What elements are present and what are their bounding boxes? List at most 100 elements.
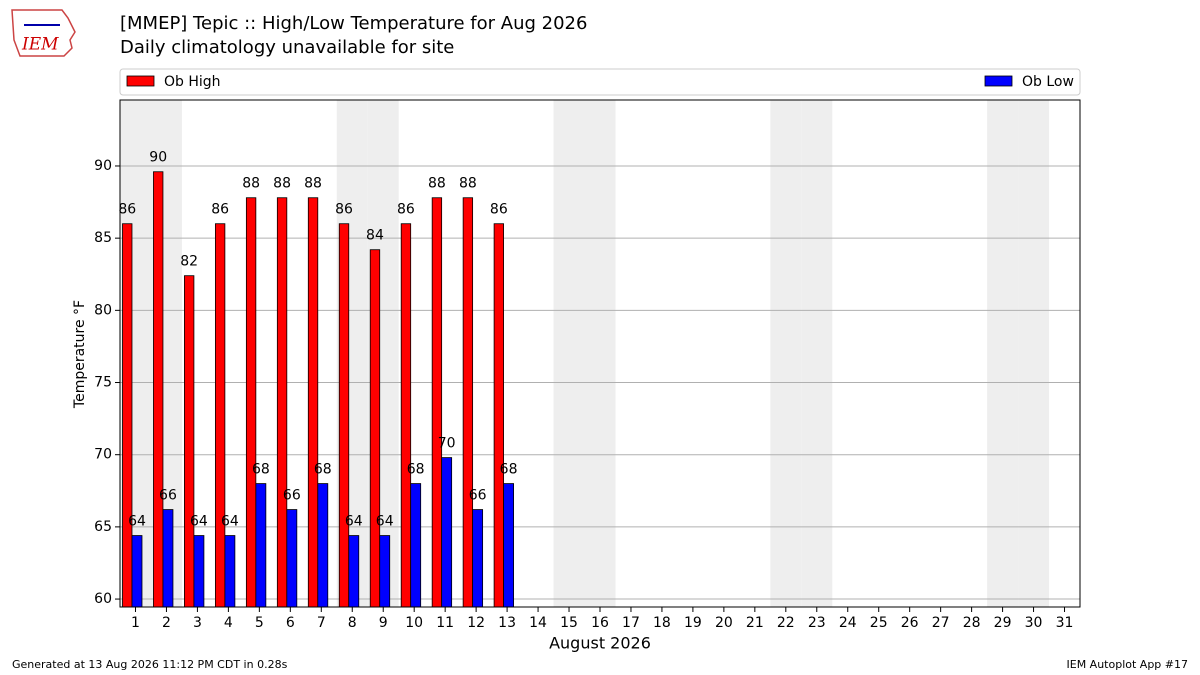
weekend-shade — [801, 100, 833, 607]
y-tick-label: 60 — [94, 591, 112, 607]
data-label: 66 — [283, 488, 301, 504]
bar — [286, 509, 298, 608]
x-tick-label: 28 — [963, 615, 981, 631]
bar — [131, 535, 143, 608]
data-label: 88 — [242, 176, 260, 192]
weekend-shade — [584, 100, 616, 607]
bar — [369, 249, 381, 608]
x-tick-label: 12 — [467, 615, 485, 631]
data-label: 88 — [304, 176, 322, 192]
x-tick-label: 24 — [839, 615, 857, 631]
chart-subtitle: Daily climatology unavailable for site — [120, 37, 454, 58]
bar — [153, 171, 164, 608]
bar — [214, 223, 226, 608]
weekend-shade — [553, 100, 585, 607]
logo-outline — [11, 9, 76, 57]
x-tick-label: 21 — [746, 615, 764, 631]
y-axis-label: Temperature °F — [72, 300, 88, 409]
x-tick-label: 16 — [591, 615, 609, 631]
bar — [317, 483, 329, 608]
data-label: 88 — [428, 176, 446, 192]
bar — [400, 223, 412, 608]
data-label: 86 — [211, 202, 229, 218]
data-label: 64 — [190, 514, 208, 530]
data-label: 66 — [159, 488, 177, 504]
data-label: 86 — [335, 202, 353, 218]
x-axis-label: August 2026 — [549, 634, 651, 653]
data-label: 68 — [407, 462, 425, 478]
bar — [255, 483, 267, 608]
x-tick-label: 18 — [653, 615, 671, 631]
logo-text: IEM — [21, 35, 59, 55]
legend-box — [119, 68, 1081, 96]
legend-swatch — [984, 75, 1013, 87]
x-tick-label: 30 — [1025, 615, 1043, 631]
bar — [410, 483, 422, 608]
data-label: 64 — [345, 514, 363, 530]
bar — [338, 223, 350, 608]
x-tick-label: 22 — [777, 615, 795, 631]
bar — [493, 223, 504, 608]
x-tick-label: 10 — [405, 615, 423, 631]
bar — [462, 197, 474, 608]
plot-frame — [119, 99, 1081, 608]
legend-label: Ob High — [164, 74, 221, 90]
logo: IEM — [11, 9, 76, 57]
data-label: 70 — [438, 436, 456, 452]
x-tick-label: 3 — [193, 615, 202, 631]
x-tick-label: 1 — [131, 615, 140, 631]
y-tick-label: 75 — [94, 375, 112, 391]
data-label: 68 — [314, 462, 332, 478]
legend-swatch — [126, 75, 155, 87]
bar — [441, 457, 453, 608]
y-tick-label: 80 — [94, 302, 112, 318]
data-label: 88 — [459, 176, 477, 192]
x-tick-label: 25 — [870, 615, 888, 631]
x-tick-label: 14 — [529, 615, 547, 631]
x-tick-label: 5 — [255, 615, 264, 631]
data-label: 64 — [128, 514, 146, 530]
data-label: 68 — [252, 462, 270, 478]
x-tick-label: 11 — [436, 615, 454, 631]
x-tick-label: 7 — [317, 615, 326, 631]
x-tick-label: 15 — [560, 615, 578, 631]
bar — [379, 535, 391, 608]
x-tick-label: 26 — [901, 615, 919, 631]
x-tick-label: 31 — [1056, 615, 1074, 631]
x-tick-label: 23 — [808, 615, 826, 631]
weekend-shade — [770, 100, 802, 607]
x-tick-label: 9 — [379, 615, 388, 631]
data-label: 90 — [149, 150, 167, 166]
bar — [348, 535, 360, 608]
data-label: 86 — [490, 202, 508, 218]
bar — [307, 197, 319, 608]
bar — [472, 509, 484, 608]
y-tick-label: 65 — [94, 519, 112, 535]
footer-right: IEM Autoplot App #17 — [1067, 658, 1189, 671]
x-tick-label: 6 — [286, 615, 295, 631]
legend-label: Ob Low — [1022, 74, 1074, 90]
bar — [122, 223, 133, 608]
bar — [431, 197, 443, 608]
weekend-shade — [987, 100, 1019, 607]
data-label: 86 — [118, 202, 136, 218]
footer-left: Generated at 13 Aug 2026 11:12 PM CDT in… — [12, 658, 288, 671]
bar — [503, 483, 514, 608]
bar — [184, 275, 195, 608]
y-tick-label: 90 — [94, 158, 112, 174]
x-tick-label: 29 — [994, 615, 1012, 631]
x-tick-label: 13 — [498, 615, 516, 631]
x-tick-label: 2 — [162, 615, 171, 631]
y-tick-label: 85 — [94, 230, 112, 246]
x-tick-label: 20 — [715, 615, 733, 631]
x-tick-label: 4 — [224, 615, 233, 631]
weekend-shade — [1018, 100, 1050, 607]
bar — [224, 535, 236, 608]
bar — [245, 197, 257, 608]
x-tick-label: 19 — [684, 615, 702, 631]
data-label: 64 — [221, 514, 239, 530]
bar — [162, 509, 174, 608]
bar — [193, 535, 205, 608]
